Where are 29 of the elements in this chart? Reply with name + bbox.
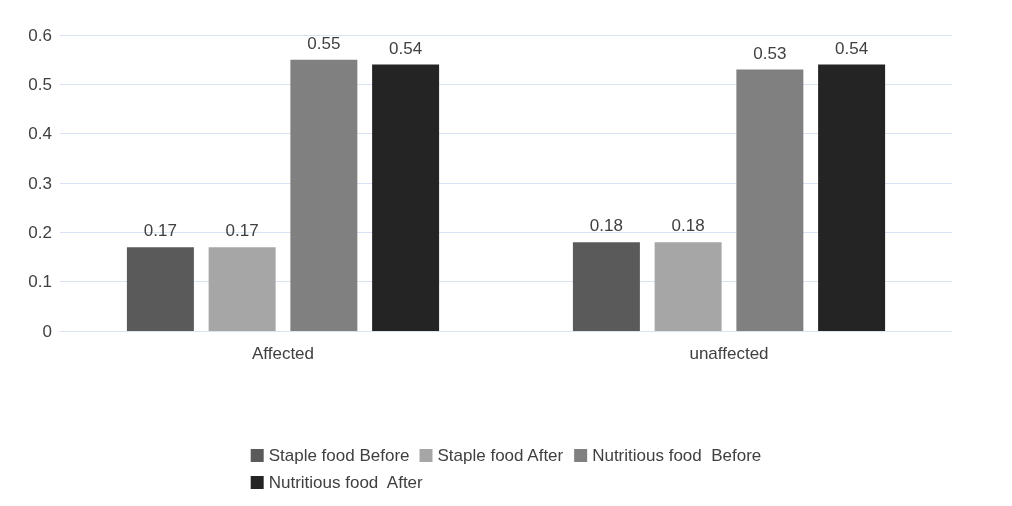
bar [208,247,276,331]
bar [818,64,886,331]
data-label: 0.53 [753,43,787,63]
y-tick-label: 0.1 [28,272,52,292]
bar [290,59,358,331]
bar [572,242,640,331]
legend-label: Staple food Before [268,446,410,465]
x-tick-label: unaffected [689,344,769,363]
data-label: 0.55 [307,33,341,53]
legend-label: Nutritious food After [268,473,424,492]
data-label: 0.17 [225,221,259,241]
data-label: 0.54 [835,38,869,58]
x-tick-label: Affected [251,344,315,363]
data-label: 0.18 [589,216,623,236]
data-label: 0.54 [389,38,423,58]
bar [372,64,440,331]
data-label: 0.18 [671,216,705,236]
y-tick-label: 0.2 [28,222,52,242]
bar [736,69,804,331]
y-tick-label: 0.6 [28,25,52,45]
bar [654,242,722,331]
legend-label: Nutritious food Before [592,446,762,465]
data-label: 0.17 [143,221,177,241]
y-tick-label: 0 [42,321,52,341]
y-tick-label: 0.3 [28,173,52,193]
y-tick-label: 0.5 [28,74,52,94]
legend-label: Staple food After [437,446,564,465]
y-tick-label: 0.4 [28,124,52,144]
bar [126,247,194,331]
